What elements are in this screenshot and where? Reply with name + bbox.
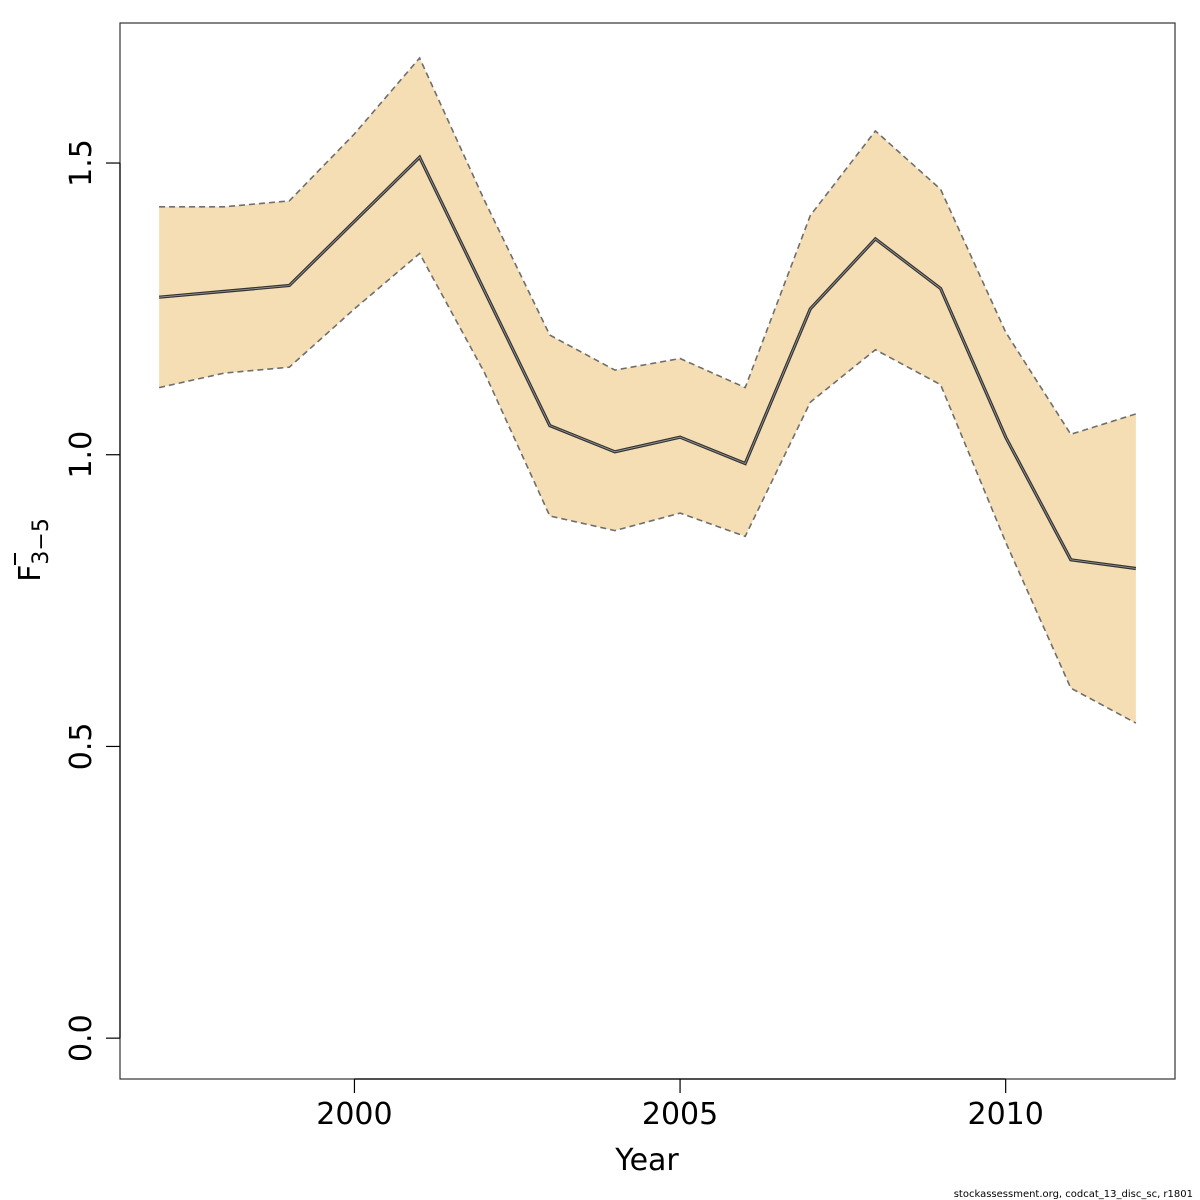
- x-axis-label: Year: [614, 1143, 679, 1178]
- confidence-band: [159, 58, 1136, 724]
- lower-bound-line: [158, 252, 1137, 724]
- svg-text:F3−5: F3−5: [13, 518, 54, 582]
- y-tick-label: 1.5: [64, 139, 99, 187]
- y-tick-label: 0.5: [64, 723, 99, 771]
- y-tick-label: 0.0: [64, 1014, 99, 1062]
- x-axis: 2000 2005 2010: [316, 1078, 1044, 1132]
- credit-text: stockassessment.org, codcat_13_disc_sc, …: [954, 1189, 1193, 1200]
- y-axis-label: F3−5: [13, 518, 54, 582]
- x-tick-label: 2000: [316, 1097, 392, 1132]
- series-lines-group: [158, 56, 1137, 724]
- x-tick-label: 2005: [642, 1097, 718, 1132]
- estimate-line: [159, 156, 1136, 569]
- y-tick-label: 1.0: [64, 431, 99, 479]
- y-axis: 0.0 0.5 1.0 1.5: [64, 139, 121, 1062]
- y-axis-label-main: F: [13, 565, 48, 582]
- y-axis-label-subscript: 3−5: [29, 518, 54, 564]
- x-tick-label: 2010: [967, 1097, 1043, 1132]
- confidence-band-group: [159, 58, 1136, 724]
